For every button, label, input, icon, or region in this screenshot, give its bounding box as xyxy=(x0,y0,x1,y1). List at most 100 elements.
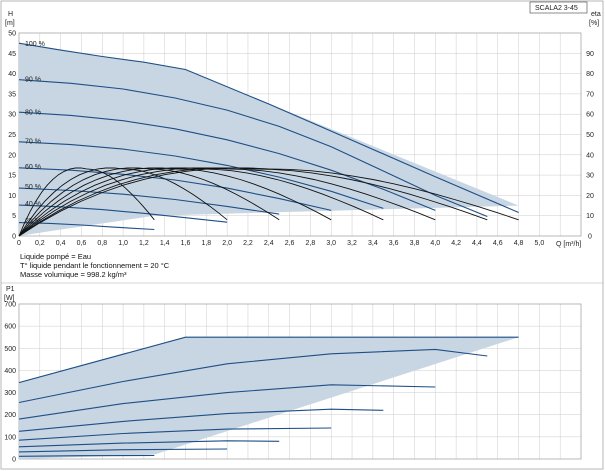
flow-tick-label: 3,4 xyxy=(368,240,378,247)
eta-curves xyxy=(18,167,519,237)
flow-tick-label: 4,2 xyxy=(451,240,461,247)
flow-tick-label: 1,8 xyxy=(201,240,211,247)
speed-label: 40 % xyxy=(25,201,41,208)
head-tick-label: 5 xyxy=(12,213,16,220)
eta-axis-symbol: eta xyxy=(591,11,601,18)
flow-tick-label: 3,0 xyxy=(326,240,336,247)
flow-tick-label: 0,6 xyxy=(77,240,87,247)
legend-box-text: SCALA2 3-45 xyxy=(535,5,578,12)
eta-curve-5 xyxy=(18,167,436,237)
power-area xyxy=(18,336,519,459)
power-tick-label: 300 xyxy=(4,390,16,397)
eta-tick-label: 0 xyxy=(588,234,592,241)
power-tick-label: 700 xyxy=(4,302,16,309)
power-curve-6 xyxy=(18,454,155,457)
power-chart: 0 100 200 300 400 500 600 700 P1 [W] xyxy=(1,282,603,464)
power-tick-label: 500 xyxy=(4,346,16,353)
power-axis-ticks: 0 100 200 300 400 500 600 700 xyxy=(4,302,16,464)
eta-tick-label: 90 xyxy=(586,51,594,58)
flow-tick-label: 0 xyxy=(17,240,21,247)
head-curve-4 xyxy=(18,167,332,211)
flow-tick-label: 0,8 xyxy=(97,240,107,247)
power-axis-unit: [W] xyxy=(4,295,15,302)
eta-tick-label: 70 xyxy=(586,91,594,98)
eta-tick-label: 20 xyxy=(586,193,594,200)
power-curve-5 xyxy=(18,448,228,453)
power-curves xyxy=(18,348,488,457)
speed-labels: 100 % 90 % 80 % 70 % 60 % 50 % 40 % 25 % xyxy=(25,41,45,225)
note-fluid: Liquide pompé = Eau xyxy=(20,252,91,261)
speed-label: 90 % xyxy=(25,77,41,84)
power-curve-0 xyxy=(18,348,488,404)
flow-tick-label: 3,8 xyxy=(410,240,420,247)
power-tick-label: 400 xyxy=(4,368,16,375)
head-tick-label: 40 xyxy=(8,71,16,78)
head-curve-3 xyxy=(18,141,384,209)
head-tick-label: 45 xyxy=(8,51,16,58)
flow-tick-label: 2,4 xyxy=(264,240,274,247)
plot-frame xyxy=(18,303,582,460)
head-tick-label: 50 xyxy=(8,31,16,38)
flow-tick-label: 1,0 xyxy=(118,240,128,247)
note-density: Masse volumique = 998.2 kg/m³ xyxy=(20,270,127,279)
power-curve-3 xyxy=(18,427,332,441)
flow-tick-label: 2,6 xyxy=(285,240,295,247)
power-curve-2 xyxy=(18,408,384,432)
eta-tick-label: 10 xyxy=(586,213,594,220)
head-tick-label: 15 xyxy=(8,173,16,180)
head-axis-unit: [m] xyxy=(5,20,15,27)
flow-tick-label: 3,2 xyxy=(347,240,357,247)
speed-label: 100 % xyxy=(25,41,45,48)
eta-tick-label: 80 xyxy=(586,71,594,78)
head-area xyxy=(19,43,519,237)
power-tick-label: 200 xyxy=(4,412,16,419)
head-axis-ticks: 0 5 10 15 20 25 30 35 40 45 50 0 10 20 30 40 50 60 70 80 90 0… xyxy=(8,31,594,248)
flow-tick-label: 0,4 xyxy=(56,240,66,247)
flow-tick-label: 4,0 xyxy=(430,240,440,247)
flow-tick-label: 1,2 xyxy=(139,240,149,247)
head-tick-label: 25 xyxy=(8,132,16,139)
eta-tick-label: 40 xyxy=(586,152,594,159)
eta-tick-label: 30 xyxy=(586,173,594,180)
head-tick-label: 10 xyxy=(8,193,16,200)
flow-tick-label: 1,4 xyxy=(160,240,170,247)
head-curve-1 xyxy=(18,79,488,218)
flow-tick-label: 1,6 xyxy=(181,240,191,247)
head-curve-5 xyxy=(18,187,280,215)
power-tick-label: 100 xyxy=(4,434,16,441)
speed-label: 50 % xyxy=(25,184,41,191)
power-area-fill xyxy=(19,337,519,459)
head-tick-label: 0 xyxy=(12,234,16,241)
flow-tick-label: 2,2 xyxy=(243,240,253,247)
speed-label: 80 % xyxy=(25,109,41,116)
head-chart: 100 % 90 % 80 % 70 % 60 % 50 % 40 % 25 % 0 5 10 15… xyxy=(5,1,601,248)
flow-tick-label: 4,4 xyxy=(472,240,482,247)
eta-curve-2 xyxy=(18,167,280,237)
eta-axis-unit: [%] xyxy=(589,20,599,27)
power-tick-label: 600 xyxy=(4,324,16,331)
flow-tick-label: 2,0 xyxy=(222,240,232,247)
power-curve-1 xyxy=(18,384,436,420)
eta-curve-6 xyxy=(18,167,488,237)
flow-tick-label: 4,6 xyxy=(493,240,503,247)
fluid-notes: Liquide pompé = Eau T° liquide pendant l… xyxy=(20,252,170,279)
power-tick-label: 0 xyxy=(12,457,16,464)
flow-tick-label: 5,0 xyxy=(535,240,545,247)
flow-tick-label: 0,2 xyxy=(35,240,45,247)
legend-box xyxy=(529,1,588,14)
eta-tick-label: 60 xyxy=(586,112,594,119)
head-curve-6 xyxy=(18,204,228,223)
flow-axis-label: Q [m³/h] xyxy=(556,241,581,248)
head-curve-0 xyxy=(18,42,519,214)
power-axis-symbol: P1 xyxy=(6,286,15,293)
flow-tick-label: 2,8 xyxy=(306,240,316,247)
speed-label: 25 % xyxy=(25,218,41,225)
power-curve-4 xyxy=(18,440,280,448)
speed-label: 70 % xyxy=(25,139,41,146)
eta-curve-7 xyxy=(18,167,519,237)
operating-area xyxy=(19,43,519,237)
flow-tick-label: 4,8 xyxy=(514,240,524,247)
power-max-curve xyxy=(18,336,519,384)
